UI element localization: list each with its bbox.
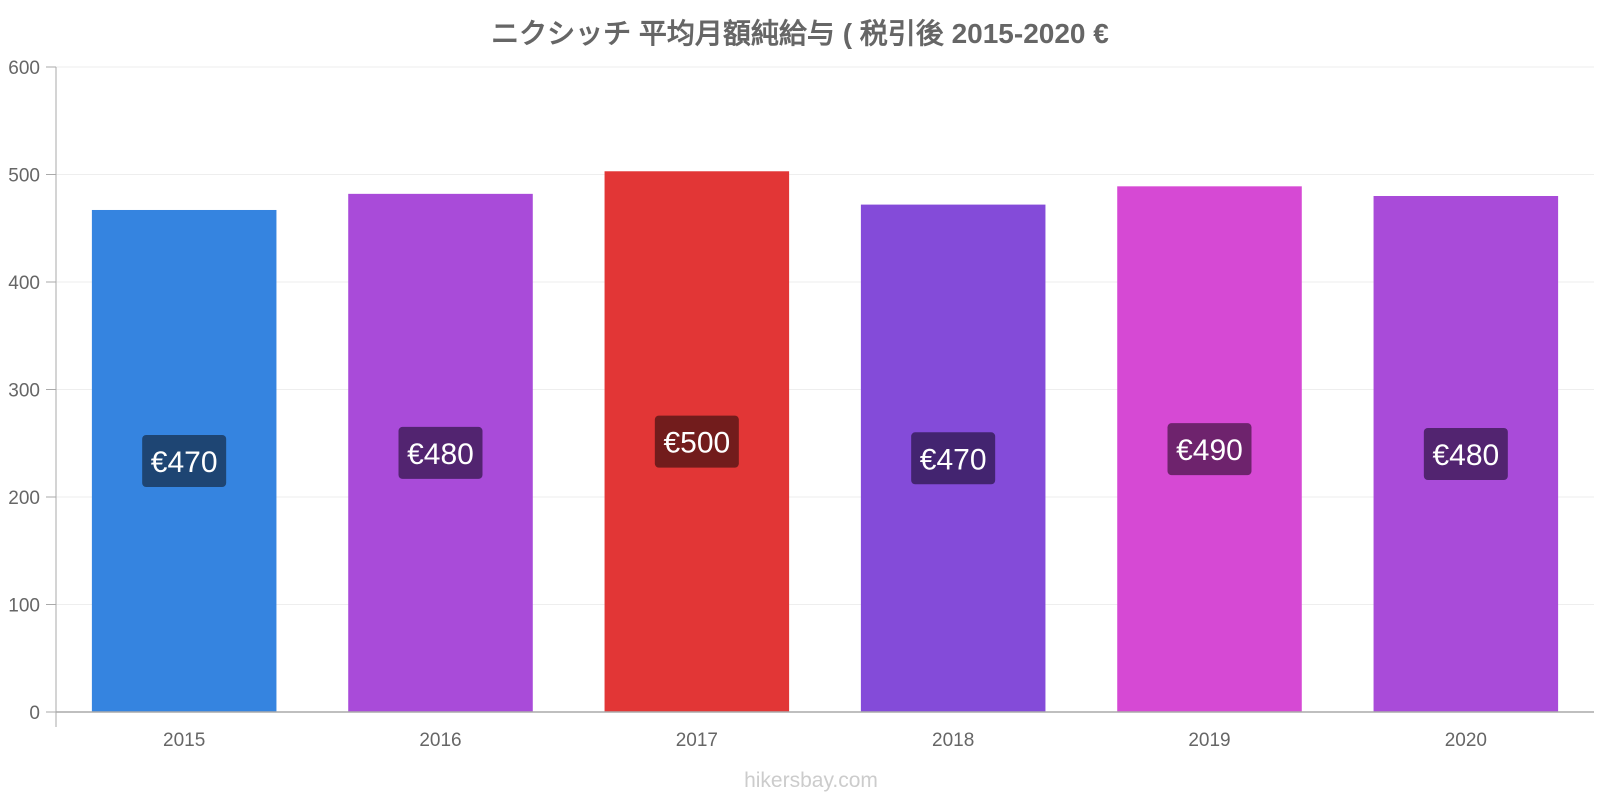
data-label: €490 <box>1176 434 1243 467</box>
data-label-box <box>398 426 483 479</box>
y-tick-label: 500 <box>8 166 40 187</box>
x-tick-label: 2017 <box>676 730 718 751</box>
x-tick-label: 2020 <box>1445 730 1487 751</box>
data-label: €470 <box>920 443 987 476</box>
data-labels: €470 €480 €500 €470 €490 €480 <box>142 415 1508 487</box>
y-tick-label: 0 <box>29 703 40 724</box>
data-label: €480 <box>1432 439 1499 472</box>
x-tick-label: 2015 <box>163 730 205 751</box>
y-tick-label: 600 <box>8 58 40 79</box>
data-label-box <box>911 432 996 485</box>
y-axis: 0 100 200 300 400 500 600 <box>8 58 57 727</box>
x-axis: 2015 2016 2017 2018 2019 2020 <box>56 711 1594 751</box>
data-label: €480 <box>407 438 474 471</box>
data-label-box <box>654 415 739 468</box>
y-tick-label: 100 <box>8 596 40 617</box>
grid-lines <box>56 66 1594 605</box>
y-tick-label: 300 <box>8 381 40 402</box>
x-tick-label: 2019 <box>1188 730 1230 751</box>
data-label-box <box>142 434 227 487</box>
x-tick-label: 2016 <box>419 730 461 751</box>
y-tick-label: 200 <box>8 488 40 509</box>
chart-title: ニクシッチ 平均月額純給与 ( 税引後 2015-2020 € <box>491 17 1109 49</box>
data-label: €500 <box>663 427 730 460</box>
data-label-box <box>1423 428 1508 480</box>
bars <box>91 171 1559 713</box>
watermark: hikersbay.com <box>744 769 878 792</box>
x-tick-label: 2018 <box>932 730 974 751</box>
data-label: €470 <box>151 446 218 479</box>
y-tick-label: 400 <box>8 273 40 294</box>
data-label-box <box>1167 423 1252 476</box>
